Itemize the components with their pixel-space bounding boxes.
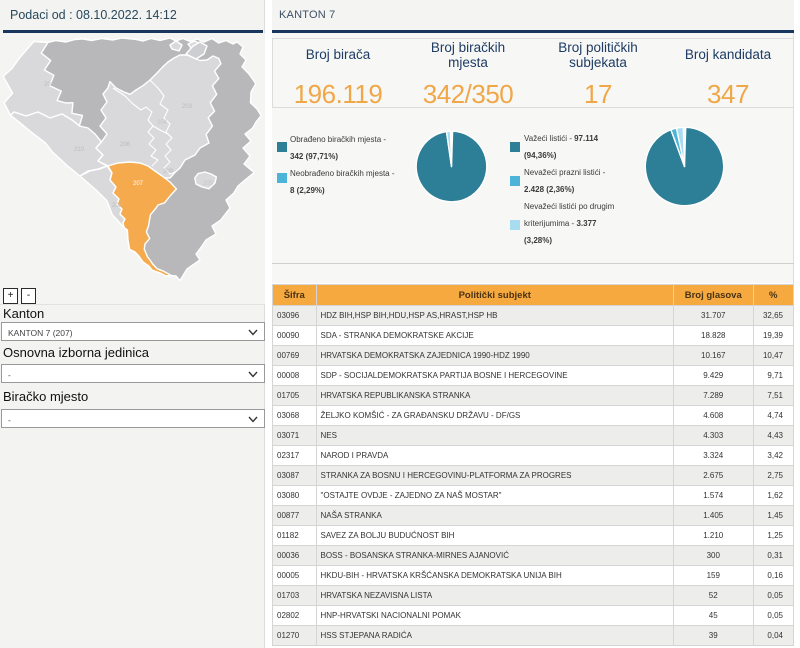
- svg-text:208: 208: [112, 203, 123, 209]
- svg-text:204: 204: [157, 120, 168, 126]
- svg-text:205: 205: [203, 181, 214, 187]
- svg-text:210: 210: [74, 147, 85, 153]
- svg-text:203: 203: [182, 104, 193, 110]
- svg-text:207: 207: [133, 181, 144, 187]
- svg-text:206: 206: [120, 142, 131, 148]
- svg-text:201: 201: [44, 82, 55, 88]
- svg-text:209: 209: [163, 169, 174, 175]
